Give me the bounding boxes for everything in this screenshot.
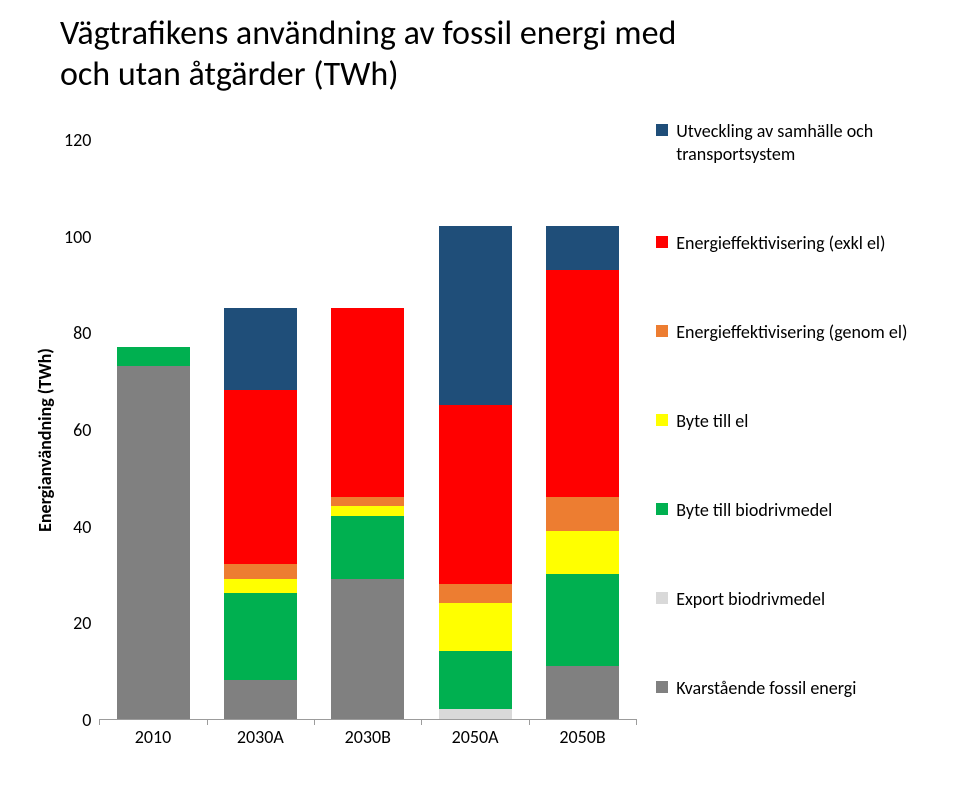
segment-bio: [331, 516, 404, 579]
bar-slot: [207, 120, 314, 719]
bar-2030B: [331, 308, 404, 719]
legend-item-eff: Energieffektivisering (exkl el): [656, 232, 930, 255]
legend-item-expbio: Export biodrivmedel: [656, 588, 930, 611]
legend-swatch: [656, 503, 668, 515]
y-tick-label: 80: [73, 322, 91, 344]
x-tick-mark: [421, 719, 422, 725]
page-title: Vägtrafikens användning av fossil energi…: [60, 14, 900, 96]
y-tick-label: 40: [73, 516, 91, 538]
legend: Utveckling av samhälle och transportsyst…: [636, 120, 930, 760]
legend-swatch: [656, 681, 668, 693]
y-axis-label-container: Energianvändning (TWh): [30, 120, 59, 760]
legend-label: Byte till el: [676, 410, 748, 433]
segment-fossil: [331, 579, 404, 719]
segment-dev: [224, 308, 297, 390]
legend-item-fossil: Kvarstående fossil energi: [656, 677, 930, 700]
plot-area: [99, 120, 636, 720]
segment-eff_el: [546, 497, 619, 531]
plot-block: 0 20 40 60 80 100 120 20102030A2030B2050A2050B: [59, 120, 636, 760]
x-tick-label: 2050A: [421, 720, 528, 760]
legend-label: Byte till biodrivmedel: [676, 499, 832, 522]
plot-row: 020406080100120: [59, 120, 636, 720]
segment-dev: [546, 226, 619, 270]
bar-2050B: [546, 226, 619, 719]
legend-item-eff_el: Energieffektivisering (genom el): [656, 321, 930, 344]
segment-eff_el: [224, 564, 297, 579]
bar-2050A: [439, 226, 512, 719]
segment-fossil: [546, 666, 619, 719]
segment-dev: [439, 226, 512, 405]
legend-swatch: [656, 325, 668, 337]
bar-2010: [117, 347, 190, 719]
segment-eff: [331, 308, 404, 497]
y-tick-label: 20: [73, 612, 91, 634]
y-tick-label: 100: [64, 226, 91, 248]
bar-slot: [314, 120, 421, 719]
y-axis-label: Energianvändning (TWh): [34, 348, 56, 532]
segment-bio: [546, 574, 619, 666]
segment-eff: [439, 405, 512, 584]
segment-eff: [546, 270, 619, 497]
legend-label: Energieffektivisering (exkl el): [676, 232, 885, 255]
page: Vägtrafikens användning av fossil energi…: [0, 0, 960, 800]
x-axis: 20102030A2030B2050A2050B: [59, 720, 636, 760]
segment-bio: [439, 651, 512, 709]
segment-expbio: [439, 709, 512, 719]
legend-list: Utveckling av samhälle och transportsyst…: [656, 120, 930, 700]
y-tick-label: 120: [64, 129, 91, 151]
x-tick-mark: [529, 719, 530, 725]
segment-el: [546, 531, 619, 575]
y-ticks: 020406080100120: [59, 120, 99, 720]
bar-slot: [99, 120, 206, 719]
x-tick-label: 2030A: [207, 720, 314, 760]
y-tick-label: 60: [73, 419, 91, 441]
segment-eff_el: [331, 497, 404, 507]
legend-item-el: Byte till el: [656, 410, 930, 433]
legend-swatch: [656, 414, 668, 426]
segment-el: [224, 579, 297, 594]
bar-slot: [421, 120, 528, 719]
legend-swatch: [656, 124, 668, 136]
bar-2030A: [224, 308, 297, 719]
segment-fossil: [117, 366, 190, 719]
legend-label: Energieffektivisering (genom el): [676, 321, 907, 344]
x-tick-mark: [99, 719, 100, 725]
legend-label: Export biodrivmedel: [676, 588, 825, 611]
x-tick-label: 2010: [99, 720, 206, 760]
x-tick-mark: [314, 719, 315, 725]
legend-swatch: [656, 236, 668, 248]
legend-label: Utveckling av samhälle och transportsyst…: [676, 120, 930, 165]
bars-container: [99, 120, 636, 719]
segment-el: [439, 603, 512, 651]
segment-fossil: [224, 680, 297, 719]
bar-slot: [529, 120, 636, 719]
title-block: Vägtrafikens användning av fossil energi…: [60, 14, 900, 96]
legend-label: Kvarstående fossil energi: [676, 677, 856, 700]
segment-el: [331, 506, 404, 516]
chart: Energianvändning (TWh) 0 20 40 60 80 100 120 2…: [30, 120, 930, 760]
legend-item-dev: Utveckling av samhälle och transportsyst…: [656, 120, 930, 165]
x-tick-label: 2050B: [529, 720, 636, 760]
segment-eff: [224, 390, 297, 564]
segment-eff_el: [439, 584, 512, 603]
segment-bio: [117, 347, 190, 366]
x-tick-label: 2030B: [314, 720, 421, 760]
legend-swatch: [656, 592, 668, 604]
y-tick-label: 0: [82, 709, 91, 731]
legend-item-bio: Byte till biodrivmedel: [656, 499, 930, 522]
segment-bio: [224, 593, 297, 680]
x-tick-mark: [207, 719, 208, 725]
